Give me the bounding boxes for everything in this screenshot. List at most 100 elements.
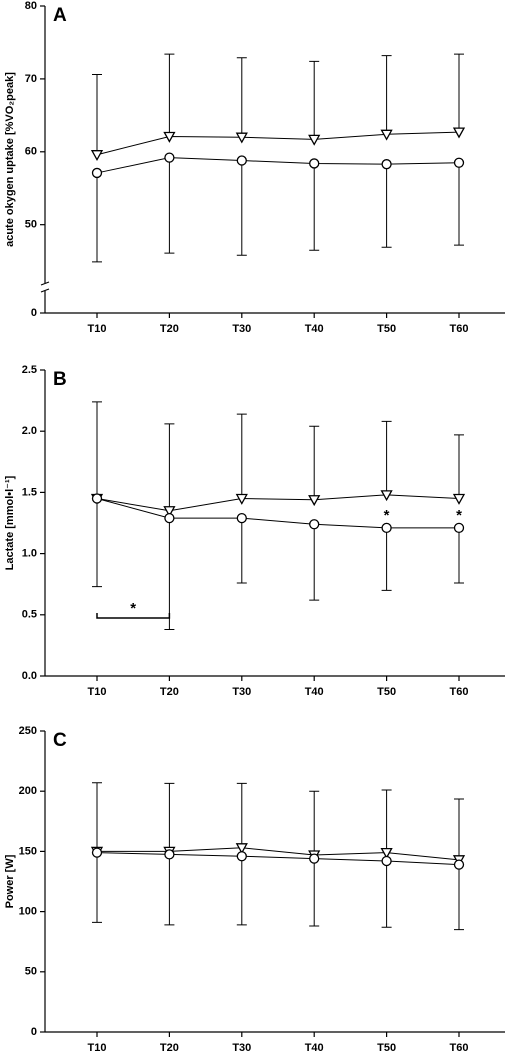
x-tick-label: T10 — [88, 323, 107, 335]
marker-circle — [91, 167, 103, 179]
y-axis-label: Lactate [mmol•l⁻¹] — [4, 475, 16, 570]
x-tick-label: T50 — [377, 323, 396, 335]
y-tick-label: 0 — [31, 1026, 37, 1038]
error-bar — [309, 790, 320, 856]
marker-triangle — [380, 490, 393, 502]
error-bar — [92, 852, 102, 923]
y-tick-label: 0.0 — [22, 670, 37, 682]
marker-circle — [381, 159, 392, 170]
x-tick-label: T40 — [305, 686, 324, 698]
marker-circle — [91, 493, 103, 504]
panel-label: B — [53, 369, 67, 390]
y-tick-label: 2.5 — [22, 364, 37, 376]
significance-bracket — [96, 613, 171, 619]
marker-circle — [164, 152, 175, 163]
error-bar — [164, 518, 175, 630]
error-bar — [309, 425, 320, 500]
error-bar — [164, 53, 175, 137]
x-tick-label: T10 — [88, 686, 107, 698]
marker-triangle — [452, 127, 466, 139]
error-bar — [381, 527, 392, 591]
marker-triangle — [380, 847, 393, 859]
y-axis-label: acute okygen uptake [%VO₂peak] — [4, 72, 16, 247]
error-bar — [236, 57, 247, 138]
marker-triangle — [90, 150, 104, 162]
marker-triangle — [308, 495, 321, 507]
marker-triangle — [235, 493, 248, 505]
error-bar — [381, 164, 392, 248]
error-bar — [92, 782, 102, 852]
axis-break — [40, 281, 50, 286]
x-tick-label: T30 — [232, 323, 251, 335]
series-line — [96, 494, 460, 512]
error-bar — [236, 856, 247, 926]
series-line — [96, 498, 459, 529]
y-tick-label: 1.0 — [22, 548, 37, 560]
error-bar — [92, 401, 102, 499]
y-tick-label: 50 — [25, 219, 37, 231]
x-tick-label: T60 — [450, 1042, 469, 1054]
series-line — [96, 852, 460, 866]
marker-circle — [453, 157, 465, 168]
y-tick-label: 70 — [25, 73, 37, 85]
marker-circle — [453, 859, 465, 870]
marker-triangle — [235, 843, 248, 855]
marker-circle — [381, 855, 392, 867]
x-tick-label: T40 — [305, 1042, 324, 1054]
marker-circle — [309, 158, 320, 169]
error-bar — [236, 413, 247, 499]
x-tick-label: T50 — [377, 686, 396, 698]
error-bar — [454, 53, 464, 133]
y-tick-label: 1.5 — [22, 486, 37, 498]
error-bar — [92, 74, 102, 155]
series-line — [96, 131, 460, 156]
marker-circle — [164, 849, 175, 860]
marker-triangle — [163, 131, 176, 143]
y-tick-label: 150 — [19, 845, 37, 857]
x-tick-label: T30 — [232, 1042, 251, 1054]
marker-circle — [381, 522, 392, 534]
error-bar — [309, 163, 320, 251]
error-bar — [309, 858, 320, 927]
error-bar — [164, 423, 175, 511]
y-tick-label: 80 — [25, 0, 37, 12]
error-bar — [164, 157, 175, 254]
error-bar — [236, 782, 247, 848]
error-bar — [164, 782, 175, 852]
y-tick-label: 0 — [31, 307, 37, 319]
marker-triangle — [163, 506, 176, 518]
error-bar — [454, 527, 464, 584]
significance-mark: * — [130, 600, 136, 617]
x-tick-label: T10 — [88, 1042, 107, 1054]
x-tick-label: T20 — [160, 686, 179, 698]
error-bar — [92, 498, 102, 588]
series-line — [97, 847, 460, 861]
marker-circle — [164, 512, 175, 524]
marker-circle — [309, 853, 320, 864]
marker-triangle — [452, 493, 466, 505]
x-tick-label: T30 — [232, 686, 251, 698]
panel-label: C — [53, 730, 67, 751]
y-tick-label: 2.0 — [22, 425, 37, 437]
marker-triangle — [235, 132, 248, 144]
error-bar — [454, 434, 464, 499]
x-tick-label: T20 — [160, 1042, 179, 1054]
error-bar — [454, 798, 464, 860]
error-bar — [309, 524, 320, 601]
marker-circle — [309, 519, 320, 530]
significance-mark: * — [456, 507, 462, 524]
y-tick-label: 60 — [25, 146, 37, 158]
y-tick-label: 100 — [19, 906, 37, 918]
error-bar — [236, 160, 247, 256]
marker-circle — [453, 522, 465, 534]
y-tick-label: 200 — [19, 785, 37, 797]
error-bar — [381, 861, 392, 928]
significance-mark: * — [384, 507, 390, 524]
y-tick-label: 50 — [25, 966, 37, 978]
marker-circle — [91, 847, 103, 858]
axis-break — [40, 288, 50, 293]
error-bar — [309, 60, 320, 140]
y-tick-label: 250 — [19, 725, 37, 737]
